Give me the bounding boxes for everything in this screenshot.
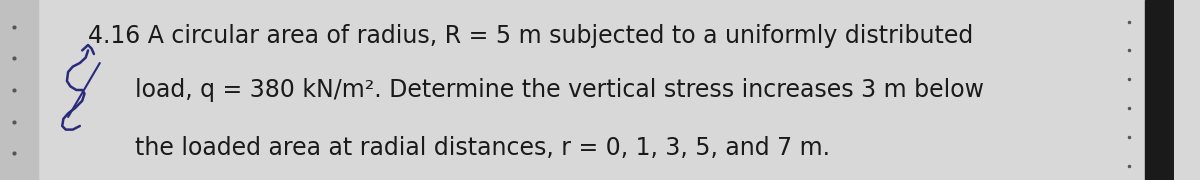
- Text: load, q = 380 kN/m². Determine the vertical stress increases 3 m below: load, q = 380 kN/m². Determine the verti…: [136, 78, 984, 102]
- Bar: [0, 0, 37, 180]
- Bar: [1145, 0, 1174, 180]
- Text: 4.16 A circular area of radius, R = 5 m subjected to a uniformly distributed: 4.16 A circular area of radius, R = 5 m …: [88, 24, 973, 48]
- Text: the loaded area at radial distances, r = 0, 1, 3, 5, and 7 m.: the loaded area at radial distances, r =…: [136, 136, 830, 160]
